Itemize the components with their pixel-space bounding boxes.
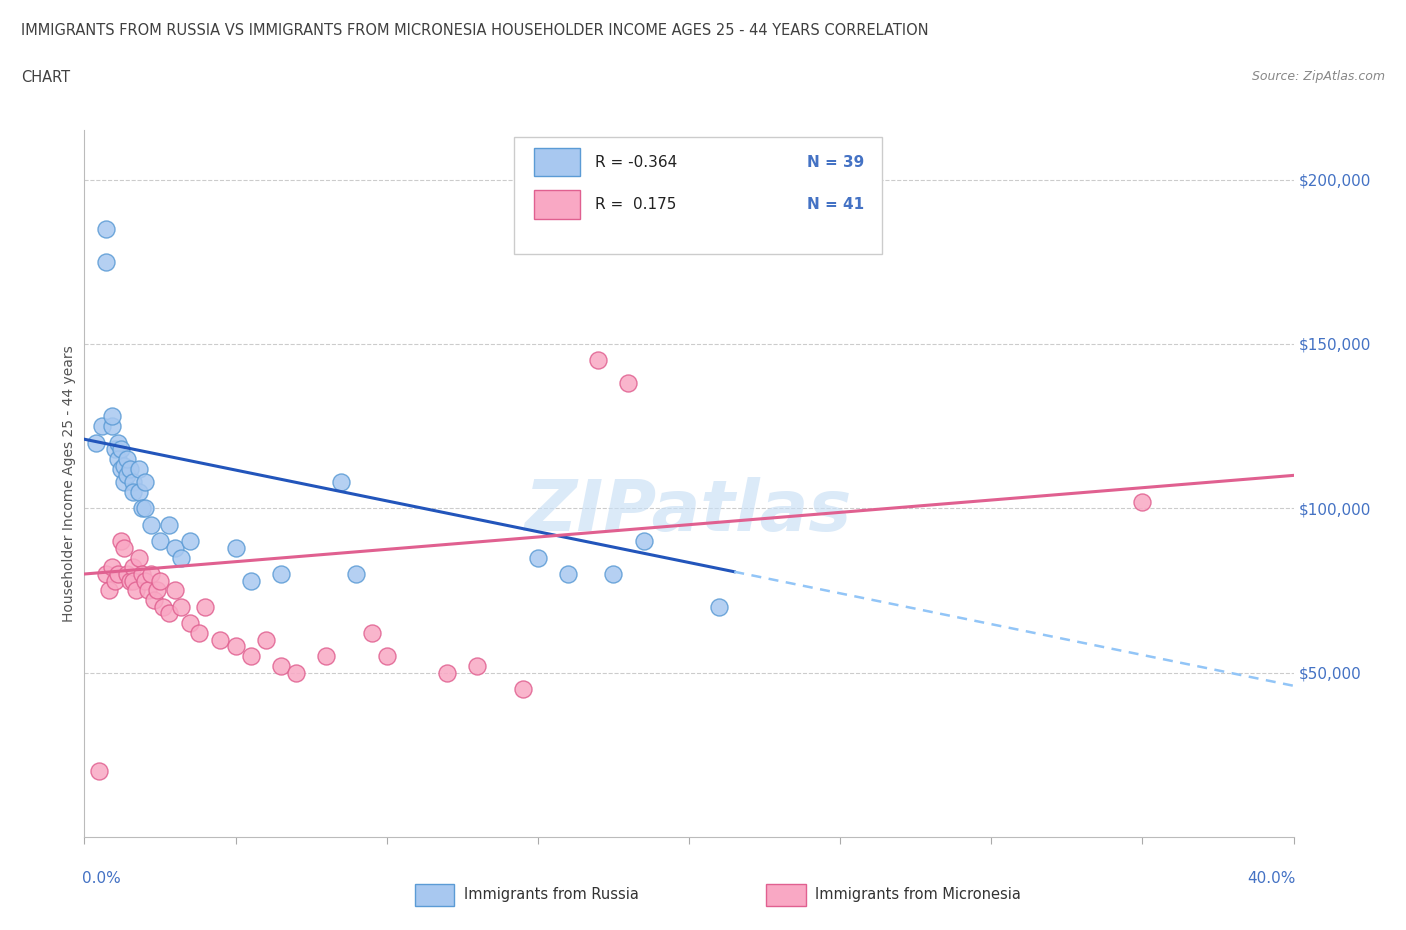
- Point: [436, 665, 458, 680]
- Point: [149, 573, 172, 588]
- Point: [315, 649, 337, 664]
- Point: [107, 566, 129, 581]
- Point: [330, 474, 353, 489]
- Point: [118, 461, 141, 476]
- Point: [170, 600, 193, 615]
- Point: [115, 566, 138, 581]
- Point: [112, 474, 135, 489]
- Point: [134, 501, 156, 516]
- Text: ZIPatlas: ZIPatlas: [526, 477, 852, 546]
- Point: [89, 764, 111, 778]
- Text: R =  0.175: R = 0.175: [595, 197, 676, 212]
- FancyBboxPatch shape: [534, 191, 581, 219]
- Point: [91, 418, 114, 433]
- Point: [179, 616, 201, 631]
- Point: [100, 418, 122, 433]
- Point: [97, 583, 120, 598]
- Text: IMMIGRANTS FROM RUSSIA VS IMMIGRANTS FROM MICRONESIA HOUSEHOLDER INCOME AGES 25 : IMMIGRANTS FROM RUSSIA VS IMMIGRANTS FRO…: [21, 23, 929, 38]
- Point: [128, 485, 150, 499]
- Point: [131, 566, 153, 581]
- Point: [163, 583, 186, 598]
- Text: N = 41: N = 41: [807, 197, 865, 212]
- Point: [170, 551, 193, 565]
- Point: [270, 658, 292, 673]
- Point: [157, 606, 180, 621]
- Point: [136, 583, 159, 598]
- Point: [179, 534, 201, 549]
- Point: [115, 468, 138, 483]
- Point: [100, 409, 122, 424]
- Text: Immigrants from Micronesia: Immigrants from Micronesia: [815, 887, 1021, 902]
- Point: [94, 566, 117, 581]
- Point: [107, 435, 129, 450]
- Point: [602, 566, 624, 581]
- Point: [94, 254, 117, 269]
- Point: [112, 540, 135, 555]
- Point: [139, 517, 162, 532]
- Point: [375, 649, 398, 664]
- Text: Source: ZipAtlas.com: Source: ZipAtlas.com: [1251, 70, 1385, 83]
- Point: [142, 592, 165, 607]
- Point: [254, 632, 277, 647]
- Point: [157, 517, 180, 532]
- Point: [121, 573, 143, 588]
- Point: [239, 573, 262, 588]
- Point: [194, 600, 217, 615]
- Point: [121, 474, 143, 489]
- Point: [152, 600, 174, 615]
- Point: [100, 560, 122, 575]
- Point: [110, 442, 132, 457]
- Point: [115, 451, 138, 466]
- Point: [131, 501, 153, 516]
- Point: [633, 534, 655, 549]
- FancyBboxPatch shape: [513, 138, 883, 254]
- Point: [110, 461, 132, 476]
- Text: CHART: CHART: [21, 70, 70, 85]
- Point: [225, 639, 247, 654]
- Point: [512, 682, 534, 697]
- FancyBboxPatch shape: [534, 148, 581, 176]
- Point: [112, 458, 135, 473]
- Point: [134, 474, 156, 489]
- Point: [360, 626, 382, 641]
- Point: [1130, 494, 1153, 509]
- Point: [209, 632, 232, 647]
- Text: R = -0.364: R = -0.364: [595, 154, 676, 169]
- Point: [188, 626, 211, 641]
- Point: [617, 376, 640, 391]
- Text: 40.0%: 40.0%: [1247, 870, 1296, 886]
- Point: [134, 573, 156, 588]
- Point: [104, 573, 127, 588]
- Point: [118, 573, 141, 588]
- Point: [526, 551, 548, 565]
- Point: [104, 442, 127, 457]
- Point: [149, 534, 172, 549]
- Point: [284, 665, 308, 680]
- Point: [128, 461, 150, 476]
- Point: [121, 560, 143, 575]
- Point: [139, 566, 162, 581]
- Text: 0.0%: 0.0%: [82, 870, 121, 886]
- Point: [346, 566, 368, 581]
- Point: [94, 221, 117, 236]
- Point: [467, 658, 489, 673]
- Point: [588, 352, 610, 367]
- Y-axis label: Householder Income Ages 25 - 44 years: Householder Income Ages 25 - 44 years: [62, 345, 76, 622]
- Point: [709, 600, 731, 615]
- Point: [110, 534, 132, 549]
- Point: [239, 649, 262, 664]
- Point: [86, 435, 108, 450]
- Text: N = 39: N = 39: [807, 154, 865, 169]
- Point: [121, 485, 143, 499]
- Point: [125, 583, 148, 598]
- Point: [107, 451, 129, 466]
- Point: [146, 583, 169, 598]
- Point: [557, 566, 579, 581]
- Point: [128, 551, 150, 565]
- Text: Immigrants from Russia: Immigrants from Russia: [464, 887, 638, 902]
- Point: [225, 540, 247, 555]
- Point: [270, 566, 292, 581]
- Point: [163, 540, 186, 555]
